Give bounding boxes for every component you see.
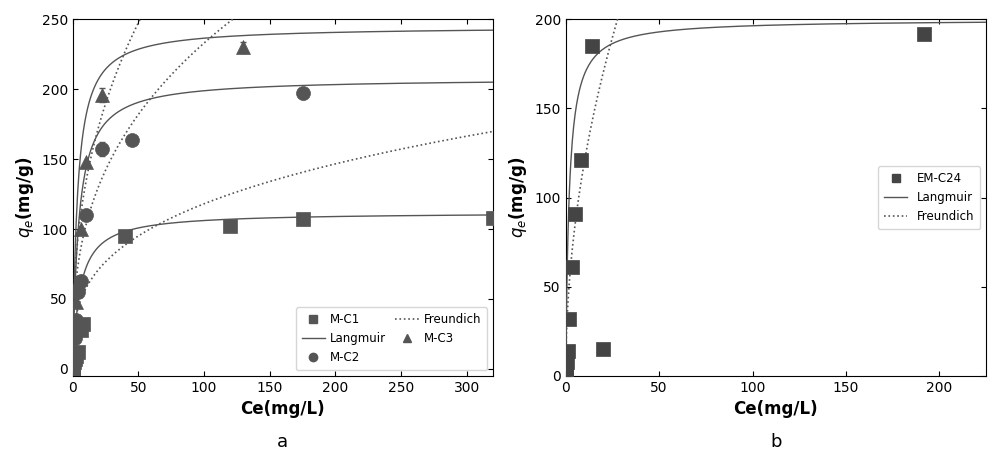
Point [65,362,81,370]
Text: b: b [770,433,782,451]
Point [73,326,89,333]
Point [916,30,932,37]
Point [584,42,600,50]
Point [70,279,86,286]
Point [66,358,82,365]
Point [68,352,84,360]
Point [560,347,576,355]
Point [65,361,81,368]
Legend: M-C1, Langmuir, M-C2, Freundich, M-C3, : M-C1, Langmuir, M-C2, Freundich, M-C3, [296,307,487,370]
Point [73,277,89,285]
Point [235,44,251,51]
Point [65,354,81,361]
Point [67,334,83,342]
Text: a: a [277,433,288,451]
Point [559,358,575,365]
Point [561,315,577,323]
Point [65,359,81,367]
Point [295,90,311,97]
Point [558,369,574,377]
Point [65,364,81,372]
Point [68,316,84,324]
Point [558,371,574,379]
Point [65,365,81,372]
Point [564,263,580,271]
Point [78,158,94,166]
Point [65,357,81,364]
Point [558,365,574,372]
Point [67,355,83,363]
Point [75,320,91,328]
Y-axis label: $q_e$(mg/g): $q_e$(mg/g) [507,157,529,238]
Point [66,348,82,356]
Point [65,363,81,371]
Point [67,326,83,333]
Point [94,146,110,153]
Point [124,136,140,143]
Point [70,348,86,356]
Point [222,223,238,230]
Point [70,288,86,296]
Point [65,365,81,372]
X-axis label: Ce(mg/L): Ce(mg/L) [241,400,325,418]
Point [78,212,94,219]
Point [94,91,110,99]
Point [117,232,133,240]
Point [65,361,81,368]
Legend: EM-C24, Langmuir, Freundich: EM-C24, Langmuir, Freundich [878,166,980,229]
Point [295,216,311,223]
Point [573,156,589,164]
Point [65,363,81,371]
X-axis label: Ce(mg/L): Ce(mg/L) [734,400,818,418]
Point [567,210,583,217]
Point [73,226,89,233]
Y-axis label: $q_e$(mg/g): $q_e$(mg/g) [14,157,36,238]
Point [595,345,611,353]
Point [66,344,82,352]
Point [68,298,84,306]
Point [485,214,501,222]
Point [65,365,81,372]
